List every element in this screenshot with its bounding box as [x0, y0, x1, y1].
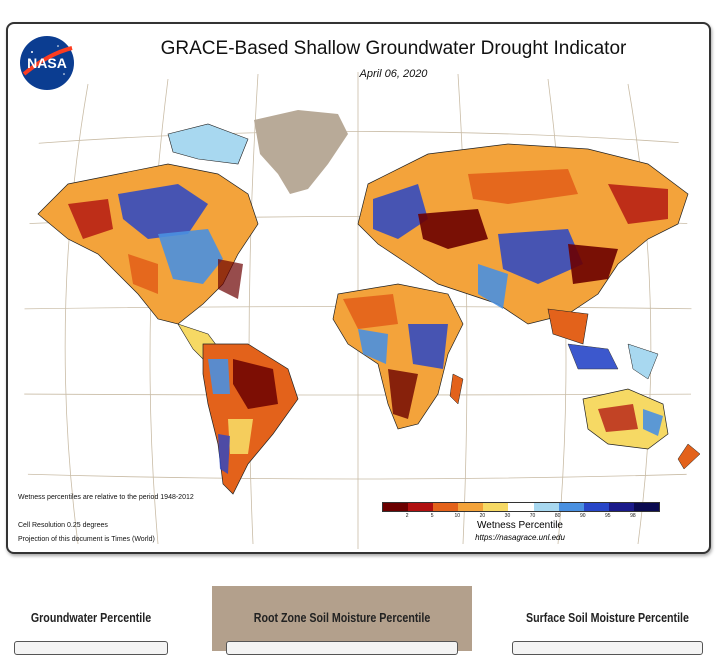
- tab-root-zone-soil-moisture-percentile[interactable]: Root Zone Soil Moisture Percentile: [212, 586, 472, 655]
- tab-preview-thumbnail: [14, 641, 168, 655]
- legend-tick-label: 30: [504, 513, 511, 519]
- legend-color-bar: [382, 502, 660, 512]
- footnote-projection: Projection of this document is Times (Wo…: [18, 536, 155, 543]
- australia: [567, 343, 701, 470]
- legend-swatch: [433, 503, 459, 511]
- legend: 2 5 10 20 30 70 80 90 95 98 Wetness Percentile ht…: [382, 502, 662, 552]
- tab-label: Root Zone Soil Moisture Percentile: [253, 610, 431, 625]
- legend-swatch: [533, 503, 559, 511]
- legend-tick-label: 70: [529, 513, 536, 519]
- legend-tick-label: 5: [430, 513, 434, 519]
- eurasia: [357, 143, 689, 345]
- legend-swatch: [608, 503, 634, 511]
- svg-text:NASA: NASA: [27, 55, 67, 71]
- africa: [332, 283, 464, 430]
- map-title: GRACE-Based Shallow Groundwater Drought …: [160, 38, 627, 59]
- north-america: [37, 123, 259, 325]
- tab-groundwater-percentile[interactable]: Groundwater Percentile: [0, 586, 182, 655]
- legend-swatch: [458, 503, 484, 511]
- legend-swatch: [408, 503, 434, 511]
- legend-tick-label: 10: [454, 513, 461, 519]
- footnote-resolution: Cell Resolution 0.25 degrees: [18, 522, 108, 529]
- south-america: [177, 323, 299, 495]
- legend-title: Wetness Percentile: [477, 520, 563, 531]
- drought-map-panel: NASA GRACE-Based Shallow Groundwater Dro…: [6, 22, 711, 554]
- nasa-logo: NASA: [20, 36, 74, 90]
- legend-swatch: [558, 503, 584, 511]
- world-map: [23, 72, 701, 549]
- tab-surface-soil-moisture-percentile[interactable]: Surface Soil Moisture Percentile: [498, 586, 717, 655]
- legend-tick-label: 98: [630, 513, 636, 519]
- tab-preview-thumbnail: [512, 641, 703, 655]
- greenland: [254, 110, 348, 194]
- source-url: https://nasagrace.unl.edu: [475, 533, 565, 542]
- footnote-period: Wetness percentiles are relative to the …: [18, 494, 194, 501]
- legend-tick-label: 90: [579, 513, 586, 519]
- legend-swatch: [583, 503, 609, 511]
- legend-tick-label: 80: [554, 513, 561, 519]
- legend-swatch: [508, 503, 534, 511]
- legend-swatch: [383, 503, 409, 511]
- legend-tick-label: 20: [479, 513, 486, 519]
- legend-tick-label: 95: [605, 513, 611, 519]
- legend-tick-label: 2: [405, 513, 409, 519]
- tab-label: Groundwater Percentile: [30, 610, 152, 625]
- tab-label: Surface Soil Moisture Percentile: [526, 610, 689, 625]
- legend-swatch: [633, 503, 660, 511]
- tab-preview-thumbnail: [226, 641, 458, 655]
- legend-ticks: 2 5 10 20 30 70 80 90 95 98: [382, 512, 658, 522]
- map-date: April 06, 2020: [359, 68, 428, 80]
- legend-swatch: [483, 503, 509, 511]
